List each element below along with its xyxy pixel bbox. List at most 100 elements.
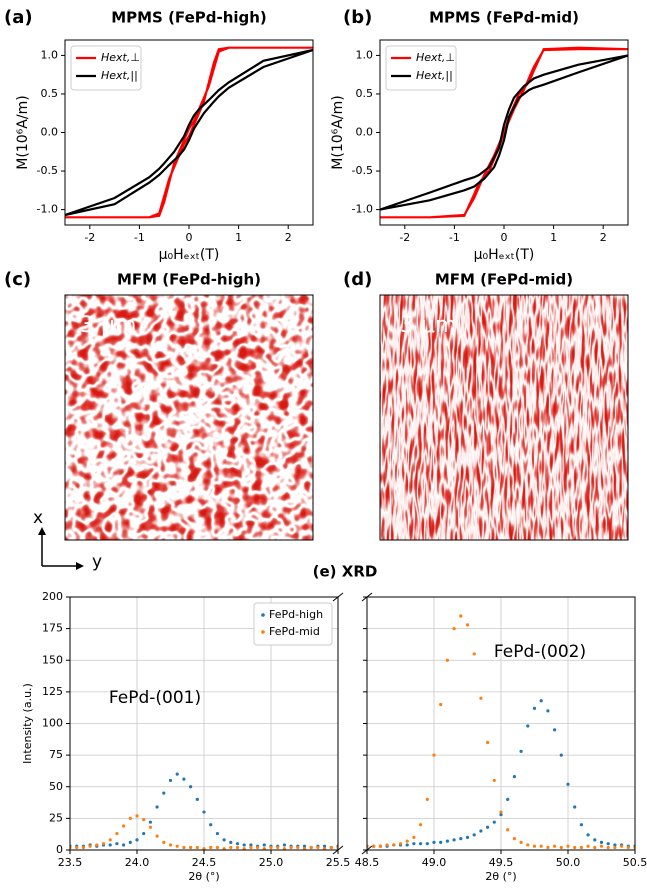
chart-title: MPMS (FePd-high) bbox=[111, 9, 267, 27]
axes-frame bbox=[379, 39, 629, 226]
data-point bbox=[593, 845, 597, 850]
data-point bbox=[242, 843, 246, 847]
data-point bbox=[579, 845, 584, 850]
data-point bbox=[579, 823, 584, 827]
data-point bbox=[499, 810, 503, 814]
data-point bbox=[613, 845, 617, 850]
data-point bbox=[81, 845, 85, 850]
data-point bbox=[209, 823, 213, 827]
data-point bbox=[586, 833, 590, 837]
y-tick-label: -1.0 bbox=[352, 203, 373, 216]
data-point bbox=[229, 840, 233, 845]
y-tick-label: -1.0 bbox=[37, 203, 58, 216]
x-tick-label: 50.0 bbox=[556, 856, 581, 869]
y-tick-label: 175 bbox=[42, 622, 63, 635]
data-point bbox=[128, 816, 132, 820]
data-point bbox=[419, 823, 423, 827]
x-tick-label: -1 bbox=[449, 231, 460, 244]
y-tick-label: 1.0 bbox=[356, 48, 374, 61]
data-point bbox=[101, 842, 106, 846]
data-point bbox=[606, 845, 610, 850]
y-tick-label: 75 bbox=[49, 748, 63, 761]
x-tick-label: 49.0 bbox=[422, 856, 447, 869]
annotation: FePd-(001) bbox=[109, 688, 201, 708]
data-point bbox=[202, 847, 206, 850]
x-tick-label: -1 bbox=[134, 231, 145, 244]
data-point bbox=[486, 740, 490, 745]
data-point bbox=[425, 842, 429, 846]
legend-label: FePd-mid bbox=[269, 625, 320, 638]
panel-label: (b) bbox=[343, 7, 372, 28]
plot-area bbox=[367, 614, 635, 850]
data-point bbox=[323, 847, 327, 850]
x-axis-label: 2θ (°) bbox=[485, 870, 516, 883]
data-point bbox=[613, 843, 617, 847]
data-point bbox=[599, 844, 604, 848]
data-point bbox=[398, 842, 403, 846]
data-point bbox=[532, 844, 537, 848]
data-point bbox=[465, 623, 470, 627]
x-tick-label: 2 bbox=[600, 231, 607, 244]
data-point bbox=[88, 844, 92, 848]
data-point bbox=[425, 797, 429, 802]
data-point bbox=[209, 845, 213, 850]
y-tick-label: -0.5 bbox=[37, 164, 58, 177]
data-point bbox=[282, 843, 286, 847]
data-point bbox=[465, 835, 470, 839]
data-point bbox=[472, 833, 476, 837]
data-point bbox=[249, 845, 253, 850]
data-point bbox=[452, 838, 456, 842]
data-point bbox=[229, 845, 233, 850]
data-point bbox=[566, 782, 570, 786]
data-point bbox=[539, 844, 543, 848]
x-tick-label: 25.5 bbox=[326, 856, 351, 869]
y-tick-label: 200 bbox=[42, 590, 63, 603]
x-tick-label: 48.5 bbox=[355, 856, 380, 869]
mfm-texture bbox=[65, 295, 313, 540]
data-point bbox=[256, 845, 260, 850]
data-point bbox=[559, 753, 563, 757]
data-point bbox=[486, 825, 490, 829]
plot-area bbox=[380, 46, 628, 219]
mfm-frame bbox=[64, 294, 314, 541]
data-point bbox=[599, 840, 604, 845]
data-point bbox=[392, 843, 396, 847]
data-point bbox=[195, 797, 199, 802]
data-point bbox=[566, 844, 570, 848]
panel-label: (c) bbox=[4, 269, 31, 290]
data-point bbox=[606, 842, 610, 846]
y-axis-label: M(10⁶A/m) bbox=[15, 95, 31, 169]
scale-label: 3 μm bbox=[400, 313, 456, 338]
legend-label: Hext,⊥ bbox=[101, 51, 140, 64]
mfm-title: MFM (FePd-mid) bbox=[435, 271, 573, 289]
data-point bbox=[148, 825, 152, 829]
data-point bbox=[405, 839, 409, 843]
arrow-head bbox=[38, 527, 46, 535]
data-point bbox=[235, 842, 240, 846]
loop-line bbox=[380, 54, 628, 211]
data-point bbox=[329, 845, 333, 850]
data-point bbox=[182, 777, 186, 781]
data-point bbox=[189, 785, 193, 789]
data-point bbox=[202, 810, 206, 814]
data-point bbox=[108, 843, 112, 847]
axis-name: x bbox=[33, 508, 43, 528]
axis-name: y bbox=[92, 552, 102, 572]
data-point bbox=[499, 812, 503, 817]
y-tick-label: 0.0 bbox=[41, 126, 59, 139]
data-point bbox=[492, 778, 496, 783]
data-point bbox=[620, 844, 624, 848]
data-point bbox=[573, 805, 577, 809]
data-point bbox=[242, 847, 246, 850]
data-point bbox=[526, 724, 530, 728]
x-tick-label: 2 bbox=[285, 231, 292, 244]
data-point bbox=[168, 843, 173, 847]
legend-label: Hext,⊥ bbox=[416, 51, 455, 64]
data-point bbox=[95, 843, 99, 847]
y-tick-label: -0.5 bbox=[352, 164, 373, 177]
data-point bbox=[405, 843, 409, 847]
data-point bbox=[115, 831, 119, 836]
data-point bbox=[142, 831, 146, 836]
data-point bbox=[439, 840, 443, 845]
